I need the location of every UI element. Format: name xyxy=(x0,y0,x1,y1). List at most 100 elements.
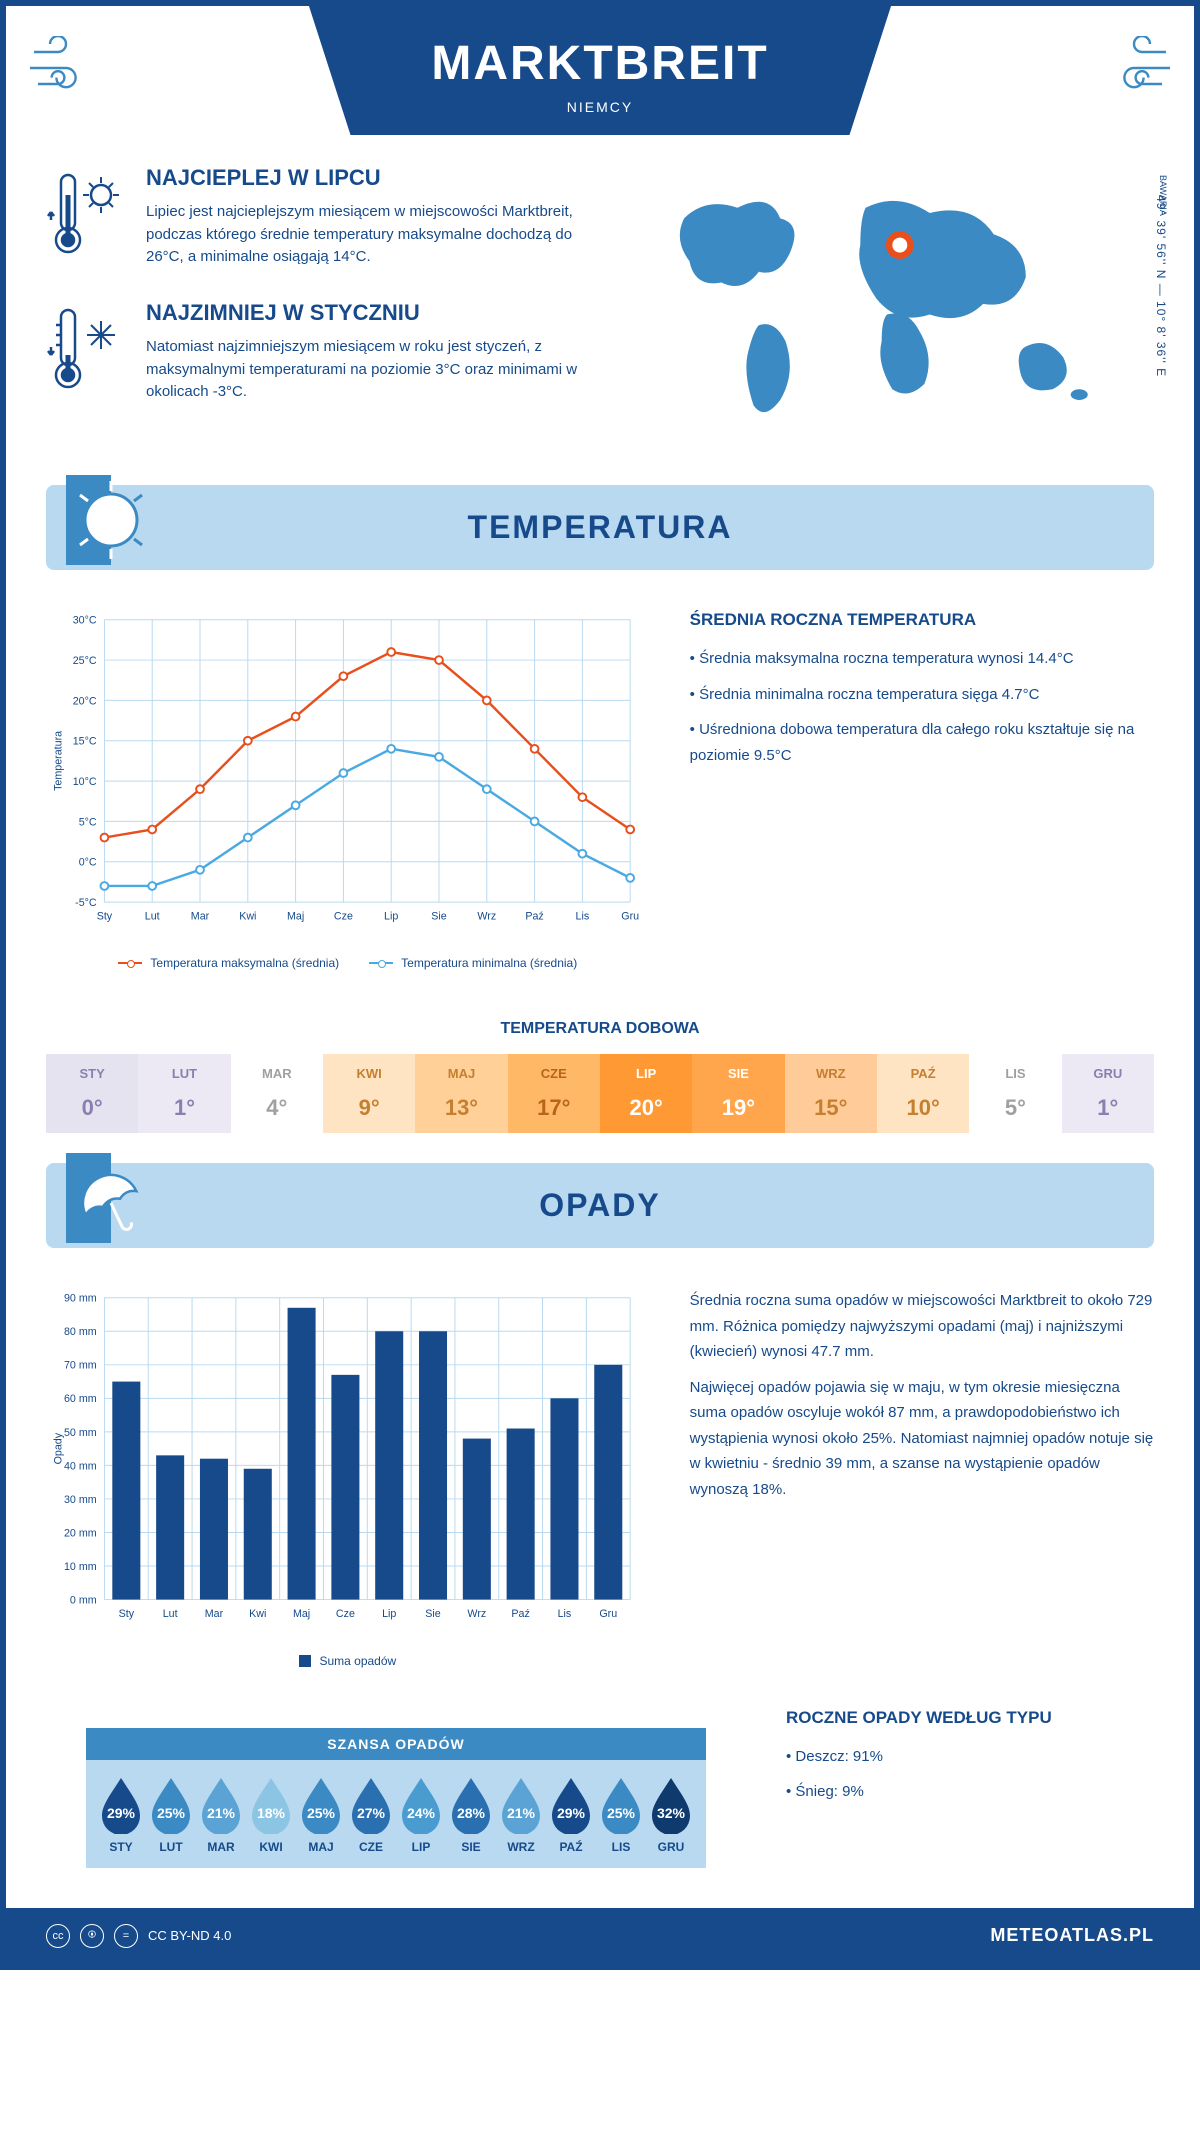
country-label: NIEMCY xyxy=(204,99,996,115)
precip-chance-cell: 18% KWI xyxy=(246,1774,296,1854)
svg-text:27%: 27% xyxy=(357,1805,386,1821)
annual-fact: Uśredniona dobowa temperatura dla całego… xyxy=(690,717,1154,768)
daily-temp-cell: CZE17° xyxy=(508,1054,600,1133)
svg-text:15°C: 15°C xyxy=(73,736,97,748)
annual-temp-title: ŚREDNIA ROCZNA TEMPERATURA xyxy=(690,610,1154,630)
temperature-legend: Temperatura maksymalna (średnia) Tempera… xyxy=(46,956,650,970)
svg-text:25%: 25% xyxy=(157,1805,186,1821)
daily-temp-cell: STY0° xyxy=(46,1054,138,1133)
annual-fact: Średnia maksymalna roczna temperatura wy… xyxy=(690,646,1154,672)
daily-temp-cell: KWI9° xyxy=(323,1054,415,1133)
svg-text:18%: 18% xyxy=(257,1805,286,1821)
warmest-title: NAJCIEPLEJ W LIPCU xyxy=(146,165,580,191)
precip-legend: Suma opadów xyxy=(46,1654,650,1668)
svg-text:Lut: Lut xyxy=(145,911,160,923)
thermometer-sun-icon xyxy=(46,165,126,270)
svg-text:Kwi: Kwi xyxy=(249,1608,266,1620)
svg-text:-5°C: -5°C xyxy=(75,897,97,909)
svg-text:Opady: Opady xyxy=(53,1432,65,1464)
by-icon: 🅯 xyxy=(80,1924,104,1948)
svg-text:50 mm: 50 mm xyxy=(64,1427,97,1439)
precip-chance-block: SZANSA OPADÓW 29% STY 25% LUT 21% MAR 18… xyxy=(86,1728,706,1868)
svg-text:30 mm: 30 mm xyxy=(64,1494,97,1506)
svg-text:Paź: Paź xyxy=(511,1608,529,1620)
daily-temp-cell: MAR4° xyxy=(231,1054,323,1133)
precip-chance-cell: 24% LIP xyxy=(396,1774,446,1854)
daily-temperature: TEMPERATURA DOBOWA STY0°LUT1°MAR4°KWI9°M… xyxy=(46,1020,1154,1133)
annual-fact: Średnia minimalna roczna temperatura się… xyxy=(690,682,1154,708)
by-type-snow: Śnieg: 9% xyxy=(786,1779,1154,1805)
svg-text:25%: 25% xyxy=(607,1805,636,1821)
temperature-chart: -5°C0°C5°C10°C15°C20°C25°C30°CStyLutMarK… xyxy=(46,610,650,970)
city-title: MARKTBREIT xyxy=(204,36,996,91)
svg-text:Wrz: Wrz xyxy=(467,1608,486,1620)
svg-text:Kwi: Kwi xyxy=(239,911,256,923)
footer: cc 🅯 = CC BY-ND 4.0 METEOATLAS.PL xyxy=(6,1908,1194,1964)
by-type-title: ROCZNE OPADY WEDŁUG TYPU xyxy=(786,1708,1154,1728)
precip-chance-cell: 25% LIS xyxy=(596,1774,646,1854)
precip-chance-row: 29% STY 25% LUT 21% MAR 18% KWI 25% MAJ … xyxy=(86,1760,706,1868)
by-type-rain: Deszcz: 91% xyxy=(786,1744,1154,1770)
precip-section-header: OPADY xyxy=(46,1163,1154,1248)
precip-chance-cell: 27% CZE xyxy=(346,1774,396,1854)
precip-title: OPADY xyxy=(66,1187,1134,1224)
svg-text:Cze: Cze xyxy=(334,911,353,923)
precip-chart: 0 mm10 mm20 mm30 mm40 mm50 mm60 mm70 mm8… xyxy=(46,1288,650,1668)
warmest-fact: NAJCIEPLEJ W LIPCU Lipiec jest najcieple… xyxy=(46,165,580,270)
temperature-title: TEMPERATURA xyxy=(66,509,1134,546)
precip-chance-cell: 25% MAJ xyxy=(296,1774,346,1854)
svg-text:20 mm: 20 mm xyxy=(64,1527,97,1539)
precip-chance-cell: 32% GRU xyxy=(646,1774,696,1854)
svg-text:5°C: 5°C xyxy=(79,816,97,828)
svg-text:70 mm: 70 mm xyxy=(64,1360,97,1372)
coords-label: 49° 39' 56'' N — 10° 8' 36'' E xyxy=(1154,195,1168,377)
svg-text:Sty: Sty xyxy=(119,1608,135,1620)
svg-text:Gru: Gru xyxy=(599,1608,617,1620)
top-row: MARKTBREIT NIEMCY xyxy=(6,6,1194,135)
temperature-chart-row: -5°C0°C5°C10°C15°C20°C25°C30°CStyLutMarK… xyxy=(6,590,1194,990)
svg-text:Maj: Maj xyxy=(287,911,304,923)
svg-text:25%: 25% xyxy=(307,1805,336,1821)
svg-text:Gru: Gru xyxy=(621,911,639,923)
svg-text:Cze: Cze xyxy=(336,1608,355,1620)
wind-icon-left xyxy=(6,6,126,135)
wind-icon-right xyxy=(1074,6,1194,135)
svg-text:Paź: Paź xyxy=(525,911,543,923)
svg-text:Lis: Lis xyxy=(558,1608,572,1620)
daily-temp-cell: MAJ13° xyxy=(415,1054,507,1133)
svg-text:Lip: Lip xyxy=(382,1608,396,1620)
coldest-text: Natomiast najzimniejszym miesiącem w rok… xyxy=(146,336,580,404)
warmest-text: Lipiec jest najcieplejszym miesiącem w m… xyxy=(146,201,580,269)
intro-section: NAJCIEPLEJ W LIPCU Lipiec jest najcieple… xyxy=(6,135,1194,465)
temperature-section-header: TEMPERATURA xyxy=(46,485,1154,570)
world-map xyxy=(620,165,1154,405)
precip-chance-cell: 21% WRZ xyxy=(496,1774,546,1854)
coldest-fact: NAJZIMNIEJ W STYCZNIU Natomiast najzimni… xyxy=(46,300,580,405)
daily-temp-cell: SIE19° xyxy=(692,1054,784,1133)
svg-text:Temperatura: Temperatura xyxy=(53,731,65,791)
svg-text:29%: 29% xyxy=(557,1805,586,1821)
svg-text:32%: 32% xyxy=(657,1805,686,1821)
svg-text:30°C: 30°C xyxy=(73,615,97,627)
svg-text:90 mm: 90 mm xyxy=(64,1293,97,1305)
precip-info: Średnia roczna suma opadów w miejscowośc… xyxy=(690,1288,1154,1668)
svg-text:29%: 29% xyxy=(107,1805,136,1821)
header-banner: MARKTBREIT NIEMCY xyxy=(184,6,1016,135)
license-text: CC BY-ND 4.0 xyxy=(148,1928,231,1943)
svg-text:Sie: Sie xyxy=(431,911,447,923)
svg-text:Mar: Mar xyxy=(191,911,210,923)
svg-text:Lut: Lut xyxy=(163,1608,178,1620)
svg-text:80 mm: 80 mm xyxy=(64,1326,97,1338)
cc-icon: cc xyxy=(46,1924,70,1948)
precip-chance-title: SZANSA OPADÓW xyxy=(86,1728,706,1760)
svg-text:10°C: 10°C xyxy=(73,776,97,788)
svg-text:Sty: Sty xyxy=(97,911,113,923)
svg-text:Maj: Maj xyxy=(293,1608,310,1620)
footer-license: cc 🅯 = CC BY-ND 4.0 xyxy=(46,1924,231,1948)
precip-text-1: Średnia roczna suma opadów w miejscowośc… xyxy=(690,1288,1154,1365)
svg-text:Lip: Lip xyxy=(384,911,398,923)
precip-text-2: Najwięcej opadów pojawia się w maju, w t… xyxy=(690,1375,1154,1503)
svg-text:Lis: Lis xyxy=(576,911,590,923)
svg-text:Sie: Sie xyxy=(425,1608,441,1620)
daily-temp-cell: PAŹ10° xyxy=(877,1054,969,1133)
